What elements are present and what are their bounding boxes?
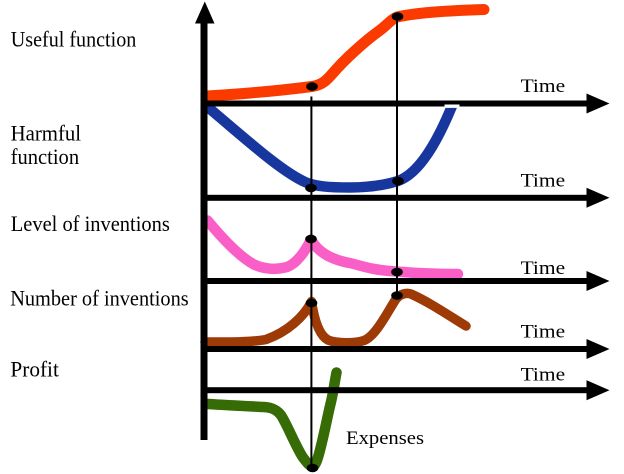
svg-text:Useful function: Useful function	[11, 27, 137, 52]
svg-text:function: function	[11, 144, 80, 169]
svg-text:Expenses: Expenses	[346, 428, 424, 449]
svg-text:Level of inventions: Level of inventions	[11, 211, 170, 236]
svg-text:Time: Time	[521, 170, 566, 191]
svg-text:Time: Time	[521, 322, 566, 343]
svg-text:Profit: Profit	[10, 357, 59, 382]
svg-text:Harmful: Harmful	[11, 121, 82, 146]
svg-text:Time: Time	[521, 364, 566, 385]
svg-text:Number of inventions: Number of inventions	[10, 286, 189, 311]
svg-text:Time: Time	[521, 258, 566, 279]
svg-text:Time: Time	[521, 76, 566, 97]
